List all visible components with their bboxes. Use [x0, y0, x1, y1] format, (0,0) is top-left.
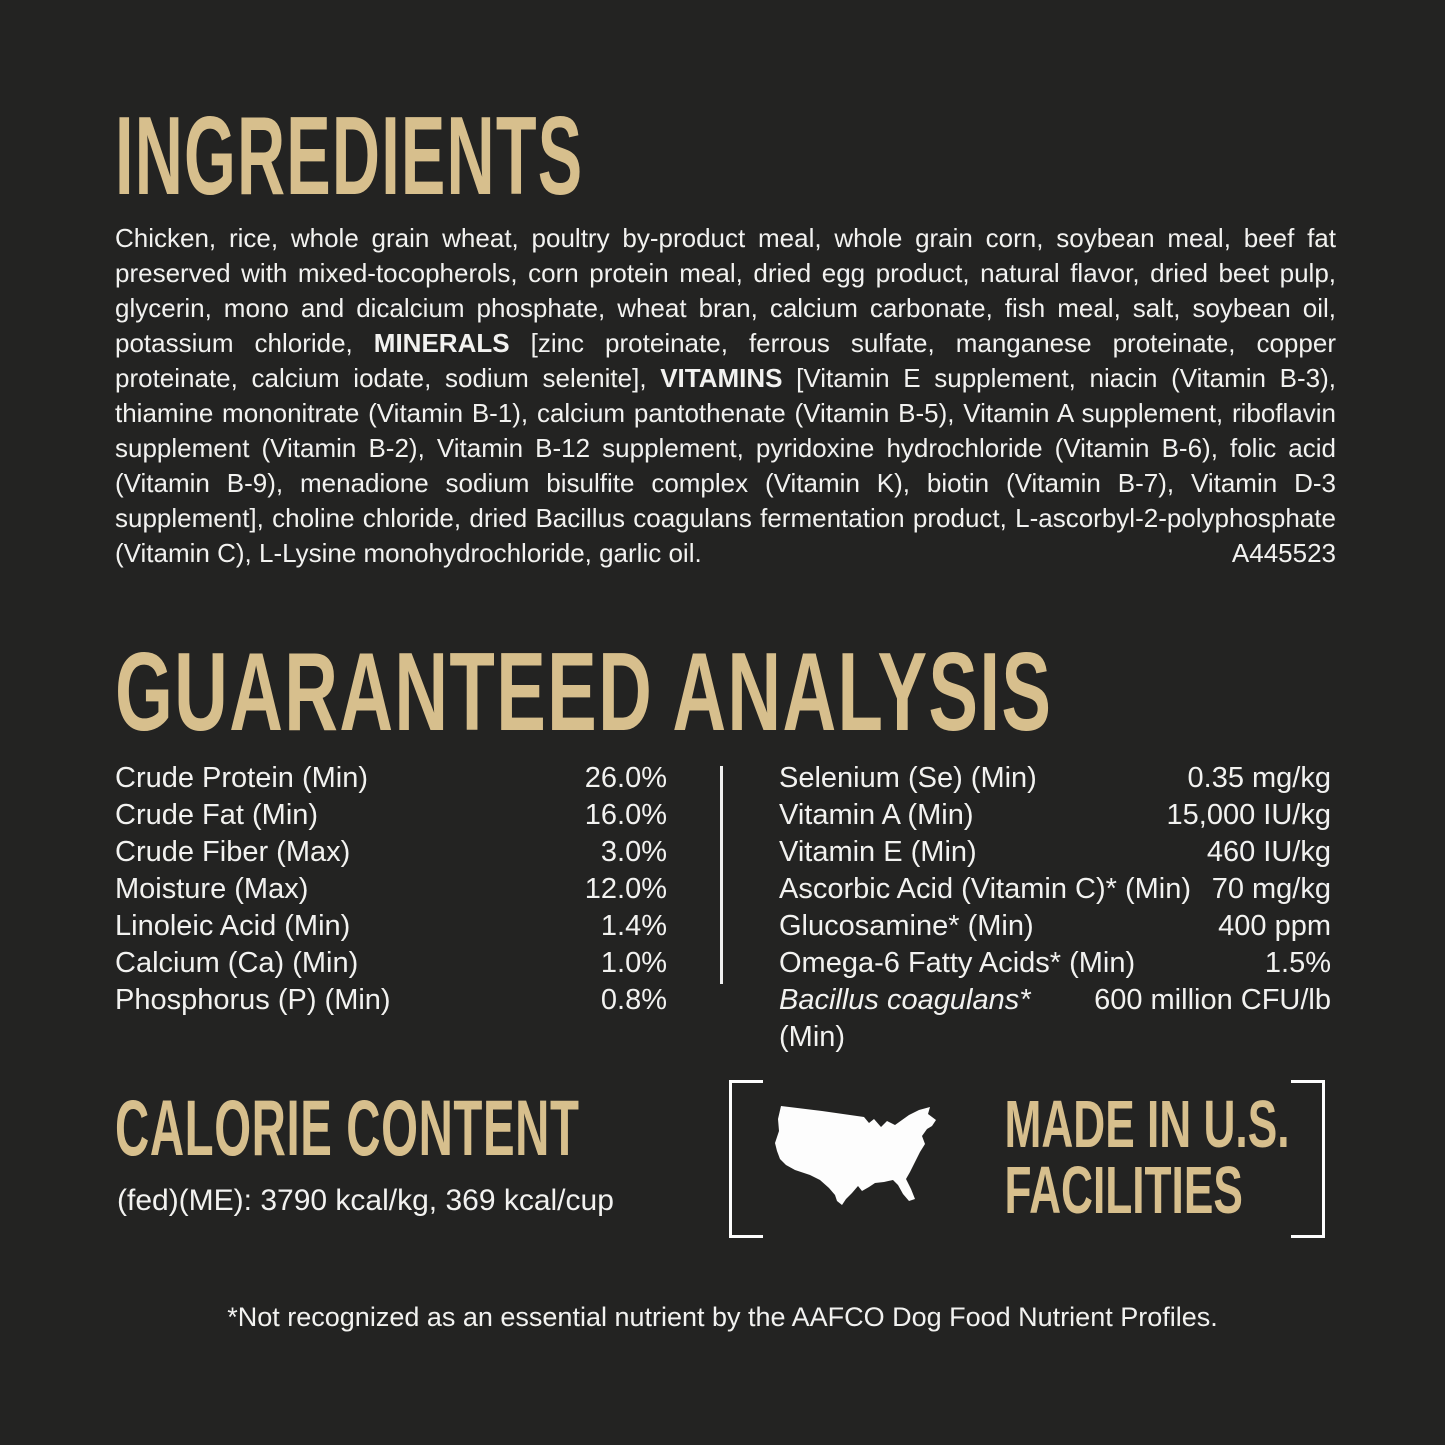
nutrient-label: Vitamin A (Min) [779, 799, 974, 831]
made-in-us-label: MADE IN U.S. FACILITIES [945, 1087, 1295, 1228]
nutrient-value: 16.0% [584, 799, 667, 831]
ingredients-title: INGREDIENTS [115, 94, 584, 218]
analysis-row: Crude Protein (Min) 26.0% [115, 760, 667, 797]
left-bracket-decoration [729, 1080, 763, 1238]
column-divider [720, 766, 723, 984]
analysis-row: Ascorbic Acid (Vitamin C)* (Min) 70 mg/k… [779, 871, 1331, 908]
ingredients-text-segment: [zinc proteinate, ferrous sulfate, manga… [115, 328, 1336, 393]
nutrient-value: 26.0% [584, 762, 667, 794]
made-in-us-line2: FACILITIES [1004, 1153, 1243, 1228]
analysis-row: Bacillus coagulans* (Min) 600 million CF… [779, 982, 1331, 1056]
calorie-content-title: CALORIE CONTENT [115, 1083, 580, 1172]
minerals-label: MINERALS [373, 328, 510, 358]
nutrient-value: 12.0% [584, 873, 667, 905]
product-code: A445523 [1231, 538, 1336, 568]
nutrient-value: 1.0% [600, 947, 667, 979]
analysis-row: Omega-6 Fatty Acids* (Min) 1.5% [779, 945, 1331, 982]
nutrient-label: Crude Fiber (Max) [115, 836, 351, 868]
nutrient-label: Omega-6 Fatty Acids* (Min) [779, 947, 1136, 979]
analysis-row: Phosphorus (P) (Min) 0.8% [115, 982, 667, 1019]
analysis-right-column: Selenium (Se) (Min) 0.35 mg/kg Vitamin A… [779, 760, 1331, 1056]
aafco-footnote: *Not recognized as an essential nutrient… [227, 1302, 1218, 1332]
calorie-content-value: (fed)(ME): 3790 kcal/kg, 369 kcal/cup [117, 1184, 614, 1217]
nutrient-label: Glucosamine* (Min) [779, 910, 1034, 942]
made-in-us-line1: MADE IN U.S. [1004, 1087, 1290, 1162]
analysis-row: Crude Fat (Min) 16.0% [115, 797, 667, 834]
nutrient-label: Linoleic Acid (Min) [115, 910, 351, 942]
nutrient-label: Bacillus coagulans* (Min) [779, 984, 1031, 1053]
vitamins-label: VITAMINS [660, 363, 783, 393]
guaranteed-analysis-title: GUARANTEED ANALYSIS [115, 630, 1053, 754]
nutrient-value: 1.5% [1264, 947, 1331, 979]
analysis-row: Linoleic Acid (Min) 1.4% [115, 908, 667, 945]
nutrient-label: Moisture (Max) [115, 873, 309, 905]
nutrient-value: 400 ppm [1218, 910, 1331, 942]
right-bracket-decoration [1291, 1080, 1325, 1238]
analysis-row: Selenium (Se) (Min) 0.35 mg/kg [779, 760, 1331, 797]
analysis-row: Vitamin E (Min) 460 IU/kg [779, 834, 1331, 871]
nutrient-label: Selenium (Se) (Min) [779, 762, 1037, 794]
nutrient-label: Crude Fat (Min) [115, 799, 319, 831]
nutrient-value: 460 IU/kg [1206, 836, 1331, 868]
nutrient-label: Crude Protein (Min) [115, 762, 369, 794]
nutrient-label: Calcium (Ca) (Min) [115, 947, 359, 979]
analysis-row: Crude Fiber (Max) 3.0% [115, 834, 667, 871]
analysis-left-column: Crude Protein (Min) 26.0% Crude Fat (Min… [115, 760, 667, 1019]
analysis-row: Glucosamine* (Min) 400 ppm [779, 908, 1331, 945]
analysis-row: Vitamin A (Min) 15,000 IU/kg [779, 797, 1331, 834]
nutrient-value: 600 million CFU/lb [1094, 984, 1331, 1016]
nutrient-value: 0.8% [600, 984, 667, 1016]
analysis-row: Moisture (Max) 12.0% [115, 871, 667, 908]
nutrient-value: 15,000 IU/kg [1166, 799, 1331, 831]
nutrient-label: Phosphorus (P) (Min) [115, 984, 391, 1016]
usa-map-icon [775, 1106, 936, 1205]
analysis-row: Calcium (Ca) (Min) 1.0% [115, 945, 667, 982]
nutrient-label: Ascorbic Acid (Vitamin C)* (Min) [779, 873, 1192, 905]
nutrient-value: 70 mg/kg [1211, 873, 1331, 905]
ingredients-text-segment: Chicken, rice, whole grain wheat, poultr… [115, 223, 1336, 358]
ingredients-text-segment: [Vitamin E supplement, niacin (Vitamin B… [115, 363, 1336, 568]
nutrient-value: 0.35 mg/kg [1187, 762, 1331, 794]
ingredients-paragraph: Chicken, rice, whole grain wheat, poultr… [115, 221, 1336, 571]
nutrient-value: 3.0% [600, 836, 667, 868]
nutrient-label: Vitamin E (Min) [779, 836, 977, 868]
nutrient-value: 1.4% [600, 910, 667, 942]
